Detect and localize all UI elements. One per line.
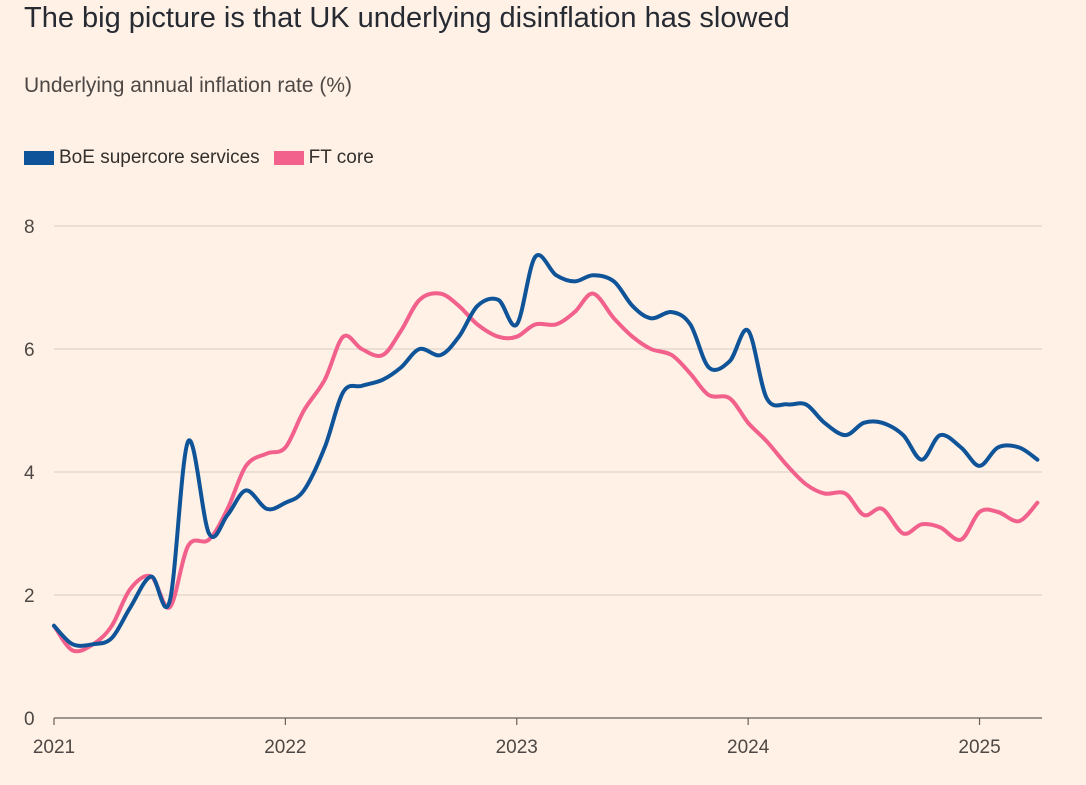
y-tick-label-3: 6 xyxy=(24,340,35,361)
x-tick-label-2: 2023 xyxy=(496,737,538,758)
x-tick-label-3: 2024 xyxy=(727,737,770,758)
x-tick-label-0: 2021 xyxy=(33,737,75,758)
y-tick-label-2: 4 xyxy=(24,463,35,484)
series-line-supercore xyxy=(52,253,1040,648)
chart-subtitle: Underlying annual inflation rate (%) xyxy=(24,74,353,97)
y-tick-label-4: 8 xyxy=(24,217,35,238)
series-line-ftcore xyxy=(52,291,1040,654)
y-tick-label-0: 0 xyxy=(24,709,35,730)
x-tick-label-1: 2022 xyxy=(264,737,306,758)
legend-label-ftcore: FT core xyxy=(308,147,374,168)
legend-item-ftcore: FT core xyxy=(273,147,374,169)
legend-swatch-ftcore xyxy=(273,151,304,165)
legend-item-supercore: BoE supercore services xyxy=(24,147,260,169)
legend-label-supercore: BoE supercore services xyxy=(59,147,260,168)
chart-title: The big picture is that UK underlying di… xyxy=(24,2,790,34)
legend: BoE supercore services FT core xyxy=(24,147,388,169)
legend-swatch-supercore xyxy=(24,151,54,165)
y-tick-label-1: 2 xyxy=(24,586,35,607)
x-tick-label-4: 2025 xyxy=(958,737,1000,758)
